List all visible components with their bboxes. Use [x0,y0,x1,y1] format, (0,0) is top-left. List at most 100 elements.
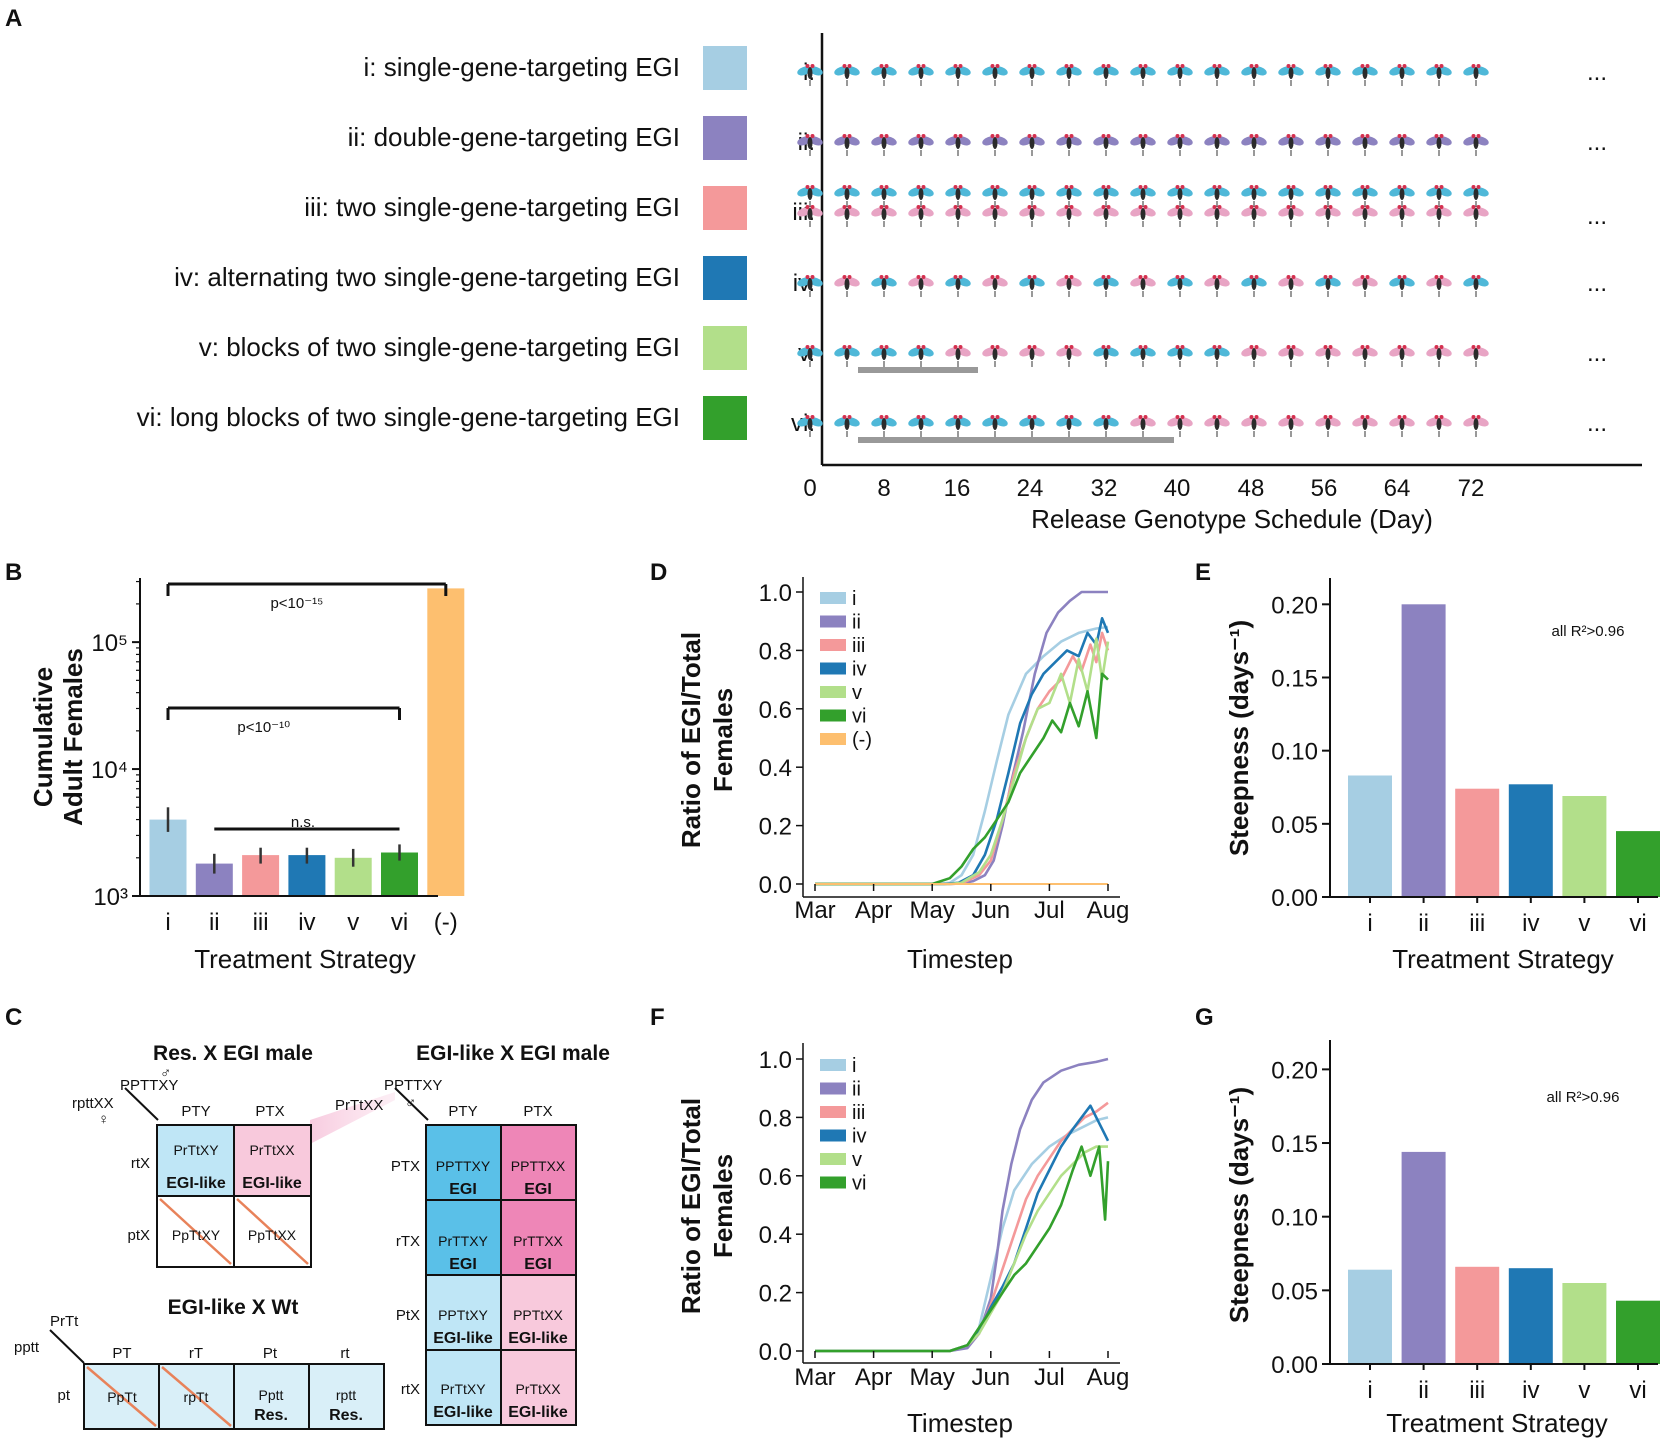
legend-swatch-ii [703,116,747,160]
sq2-cell-6-label: EGI-like [508,1330,568,1347]
fly-eye-left [1471,275,1476,279]
fly-icon-5 [982,64,1008,86]
fly-body [1177,137,1183,149]
sq2-col-ptx: PTX [523,1103,552,1120]
fly-wing-left [1426,347,1440,357]
fly-icon-126 [1241,415,1267,437]
fly-wing-left [1204,277,1218,287]
fly-wing-left [982,277,996,287]
fly-wing-left [1204,207,1218,217]
fly-eye-left [990,345,995,349]
fly-eye-right [1439,64,1444,68]
fly-wing-left [1389,207,1403,217]
panel-f-y-label-line2: Females [708,1154,738,1258]
schedule-x-label: Release Genotype Schedule (Day) [1031,504,1433,534]
fly-wing-right [1401,277,1415,287]
fly-eye-left [1360,64,1365,68]
y-tick-label-3: 0.15 [1271,1131,1318,1158]
fly-wing-right [1068,277,1082,287]
fly-body [881,188,887,200]
fly-wing-right [1253,277,1267,287]
panel-b-bars [149,584,465,896]
fly-body [992,208,998,220]
fly-icon-86 [1167,275,1193,297]
fly-eye-right [1143,185,1148,189]
fly-wing-left [834,347,848,357]
fly-wing-right [1290,66,1304,76]
fly-eye-left [1212,134,1217,138]
fly-eye-left [1249,275,1254,279]
fly-wing-right [1364,347,1378,357]
fly-wing-right [809,187,823,197]
fly-eye-left [842,185,847,189]
sq2-cell-3-label: EGI [449,1256,477,1273]
fly-eye-left [1101,205,1106,209]
fly-eye-left [1360,205,1365,209]
panel-b-y-label-line1: Cumulative [28,667,58,807]
fly-wing-left [1463,187,1477,197]
fly-eye-left [953,185,958,189]
fly-wing-left [834,417,848,427]
panel-f-y-label-line1: Ratio of EGI/Total [676,1098,706,1314]
fly-body [1251,208,1257,220]
legend-entry-iv: iv: alternating two single-gene-targetin… [174,262,680,292]
fly-eye-right [995,345,1000,349]
fly-wing-right [1438,417,1452,427]
fly-icon-111 [1389,345,1415,367]
fly-wing-left [1241,136,1255,146]
legend-swatch-v [703,326,747,370]
fly-icon-99 [945,345,971,367]
fly-wing-left [871,187,885,197]
fly-wing-right [1253,417,1267,427]
fly-body [1103,418,1109,430]
fly-wing-left [982,417,996,427]
x-tick-label-jun: Jun [971,1364,1010,1391]
panel-g-x-label: Treatment Strategy [1386,1408,1608,1438]
fly-eye-right [1143,415,1148,419]
fly-wing-right [809,277,823,287]
fly-body [1066,137,1072,149]
fly-body [1288,278,1294,290]
fly-wing-right [1068,136,1082,146]
fly-wing-left [1056,347,1070,357]
panel-d-lines [815,590,1110,886]
fly-eye-left [1434,275,1439,279]
fly-eye-right [1032,275,1037,279]
fly-wing-right [994,187,1008,197]
fly-eye-right [847,205,852,209]
fly-eye-right [1328,205,1333,209]
panel-e-bars [1348,604,1660,897]
sq2-cell-2 [500,1124,577,1201]
schedule-tick-64: 64 [1384,475,1411,502]
fly-body [1140,278,1146,290]
fly-wing-right [1216,417,1230,427]
fly-wing-right [1068,417,1082,427]
fly-eye-right [1439,134,1444,138]
fly-icon-77 [834,275,860,297]
sq3-cell-3-genotype: Pptt [259,1387,284,1403]
fly-eye-left [1360,185,1365,189]
schedule-tick-0: 0 [803,475,816,502]
fly-eye-right [847,275,852,279]
x-tick-label-jul: Jul [1034,897,1065,924]
legend-label-iii: iii [852,635,865,657]
fly-icon-123 [1130,415,1156,437]
fly-icon-131 [1426,415,1452,437]
fly-wing-right [809,136,823,146]
fly-eye-left [1138,185,1143,189]
fly-eye-right [1217,275,1222,279]
fly-eye-right [810,64,815,68]
fly-wing-right [1253,187,1267,197]
fly-body [1214,137,1220,149]
fly-wing-left [1315,347,1329,357]
fly-eye-right [1402,64,1407,68]
fly-wing-left [1167,207,1181,217]
fly-body [1288,348,1294,360]
sq1-cell-1-genotype: PrTtXY [173,1142,219,1158]
x-tick-iii: iii [253,909,269,936]
fly-wing-left [982,136,996,146]
fly-icon-52 [1056,185,1082,207]
fly-eye-left [879,134,884,138]
fly-eye-left [1027,345,1032,349]
fly-body [807,137,813,149]
